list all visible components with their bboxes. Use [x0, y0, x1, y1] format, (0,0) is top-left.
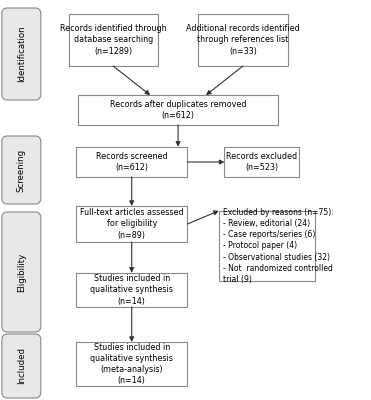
Text: Additional records identified
through references list
(n=33): Additional records identified through re…: [186, 24, 300, 56]
Text: Eligibility: Eligibility: [17, 252, 26, 292]
Text: Records identified through
database searching
(n=1289): Records identified through database sear…: [60, 24, 167, 56]
Bar: [224, 147, 299, 177]
Bar: [69, 14, 158, 66]
Text: Included: Included: [17, 348, 26, 384]
Bar: [76, 273, 187, 307]
Bar: [76, 342, 187, 386]
FancyBboxPatch shape: [2, 8, 41, 100]
FancyBboxPatch shape: [2, 136, 41, 204]
Text: Records screened
(n=612): Records screened (n=612): [96, 152, 168, 172]
Text: Full-text articles assessed
for eligibility
(n=89): Full-text articles assessed for eligibil…: [80, 208, 184, 240]
Text: Studies included in
qualitative synthesis
(n=14): Studies included in qualitative synthesi…: [90, 274, 173, 306]
Text: Records after duplicates removed
(n=612): Records after duplicates removed (n=612): [110, 100, 246, 120]
Bar: [219, 211, 315, 281]
Text: Records excluded
(n=523): Records excluded (n=523): [226, 152, 297, 172]
FancyBboxPatch shape: [2, 212, 41, 332]
Text: Excluded by reasons (n=75):
- Review, editorial (24)
- Case reports/series (6)
-: Excluded by reasons (n=75): - Review, ed…: [223, 208, 334, 284]
Bar: [76, 206, 187, 242]
Text: Studies included in
qualitative synthesis
(meta-analysis)
(n=14): Studies included in qualitative synthesi…: [90, 343, 173, 385]
Bar: [76, 147, 187, 177]
Bar: [78, 95, 278, 125]
Text: Screening: Screening: [17, 148, 26, 192]
Text: Identification: Identification: [17, 26, 26, 82]
FancyBboxPatch shape: [2, 334, 41, 398]
Bar: [198, 14, 288, 66]
